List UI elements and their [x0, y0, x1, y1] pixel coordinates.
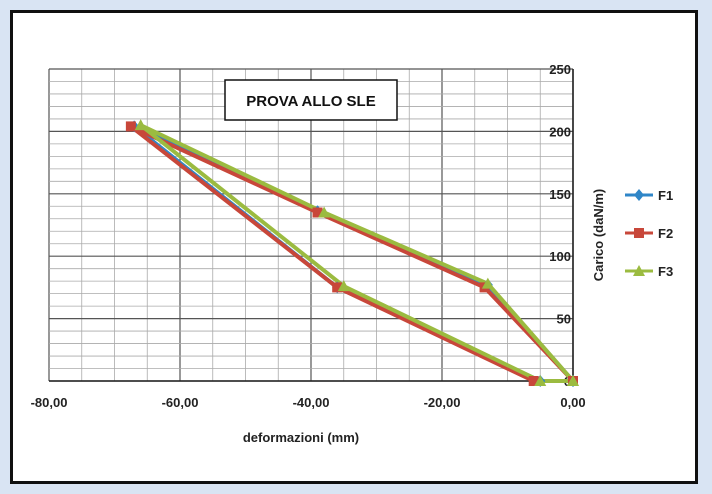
- legend-label-f1: F1: [658, 188, 673, 203]
- y-tick-label: 100: [549, 249, 571, 264]
- x-tick-label: -40,00: [293, 395, 330, 410]
- point-f3: [567, 375, 579, 386]
- axes: [49, 69, 574, 382]
- point-f3: [337, 280, 350, 292]
- legend-marker-f1: [634, 189, 644, 201]
- x-tick-labels: -80,00 -60,00 -40,00 -20,00 0,00: [31, 395, 586, 410]
- x-tick-label: -80,00: [31, 395, 68, 410]
- y-tick-label: 200: [549, 124, 571, 139]
- series-markers: [125, 119, 579, 387]
- point-f2: [312, 207, 323, 218]
- point-f2: [528, 376, 539, 386]
- chart-title-box: PROVA ALLO SLE: [224, 79, 398, 121]
- point-f2: [125, 121, 136, 132]
- x-tick-label: -20,00: [424, 395, 461, 410]
- series-lines: [128, 123, 575, 383]
- x-tick-label: 0,00: [560, 395, 585, 410]
- point-f3: [481, 277, 494, 289]
- legend-label-f3: F3: [658, 264, 673, 279]
- title-box: [224, 79, 398, 121]
- legend-marker-f2: [634, 228, 644, 238]
- y-tick-label: 50: [557, 312, 571, 327]
- point-f3: [534, 375, 547, 386]
- chart-svg: -80,00 -60,00 -40,00 -20,00 0,00 05010015020…: [31, 62, 674, 445]
- y-tick-label: 150: [549, 187, 571, 202]
- x-tick-label: -60,00: [162, 395, 199, 410]
- point-f2: [332, 282, 343, 293]
- chart-title: PROVA ALLO SLE: [246, 93, 375, 110]
- series-line-f2: [128, 124, 575, 383]
- point-f3: [318, 206, 331, 218]
- x-axis-title: deformazioni (mm): [243, 430, 359, 445]
- legend-label-f2: F2: [658, 226, 673, 241]
- chart-frame: -80,00 -60,00 -40,00 -20,00 0,00 0 50 100 150 20…: [10, 10, 698, 484]
- series-line-f3: [138, 123, 575, 383]
- y-tick-label: 250: [549, 62, 571, 77]
- y-axis-title: Carico (daN/m): [591, 189, 606, 281]
- legend-marker-f3: [633, 265, 645, 276]
- legend: F1 F2 F3: [625, 188, 673, 279]
- point-f3: [134, 119, 147, 131]
